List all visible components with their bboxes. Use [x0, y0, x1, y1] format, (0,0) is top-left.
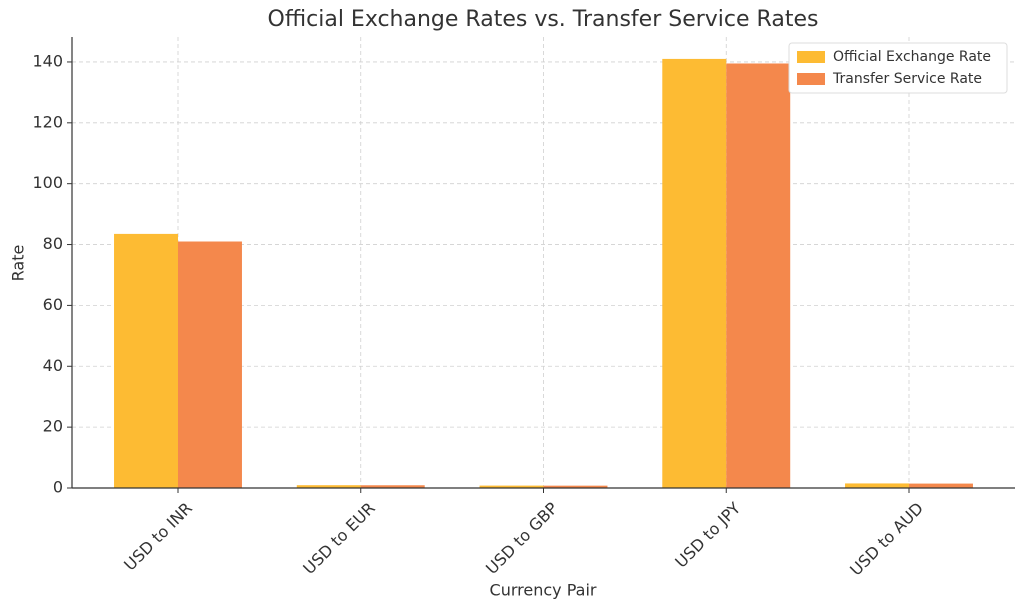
x-tick-label: USD to AUD [846, 499, 927, 580]
legend-box [788, 42, 1008, 94]
x-tick-label: USD to JPY [671, 498, 744, 571]
y-tick-label: 120 [32, 112, 63, 131]
legend-label: Transfer Service Rate [832, 71, 982, 87]
legend-swatch [797, 73, 825, 85]
bar [726, 63, 791, 488]
legend-label: Official Exchange Rate [833, 49, 991, 65]
bar [360, 485, 425, 488]
chart-title: Official Exchange Rates vs. Transfer Ser… [268, 7, 819, 32]
bar [177, 241, 242, 488]
y-tick-label: 0 [53, 478, 63, 497]
legend: Official Exchange Rate Transfer Service R… [788, 42, 1008, 94]
bar [662, 58, 727, 489]
legend-swatch [797, 51, 825, 63]
bar [909, 483, 973, 488]
y-tick-label: 20 [43, 417, 63, 436]
y-tick-label: 60 [43, 295, 63, 314]
bar [114, 233, 178, 488]
x-tick-label: USD to EUR [299, 499, 378, 578]
bar [543, 485, 608, 488]
y-tick-label: 140 [32, 51, 63, 70]
y-tick-label: 100 [32, 173, 63, 192]
bar [296, 485, 361, 488]
x-tick-label: USD to INR [120, 499, 196, 575]
y-tick-label: 40 [43, 356, 63, 375]
bar [845, 483, 910, 488]
bar [479, 485, 544, 488]
y-tick-label: 80 [43, 234, 63, 253]
y-axis-label: Rate [9, 245, 28, 282]
x-tick-label: USD to GBP [482, 498, 562, 578]
x-axis-label: Currency Pair [490, 581, 597, 600]
